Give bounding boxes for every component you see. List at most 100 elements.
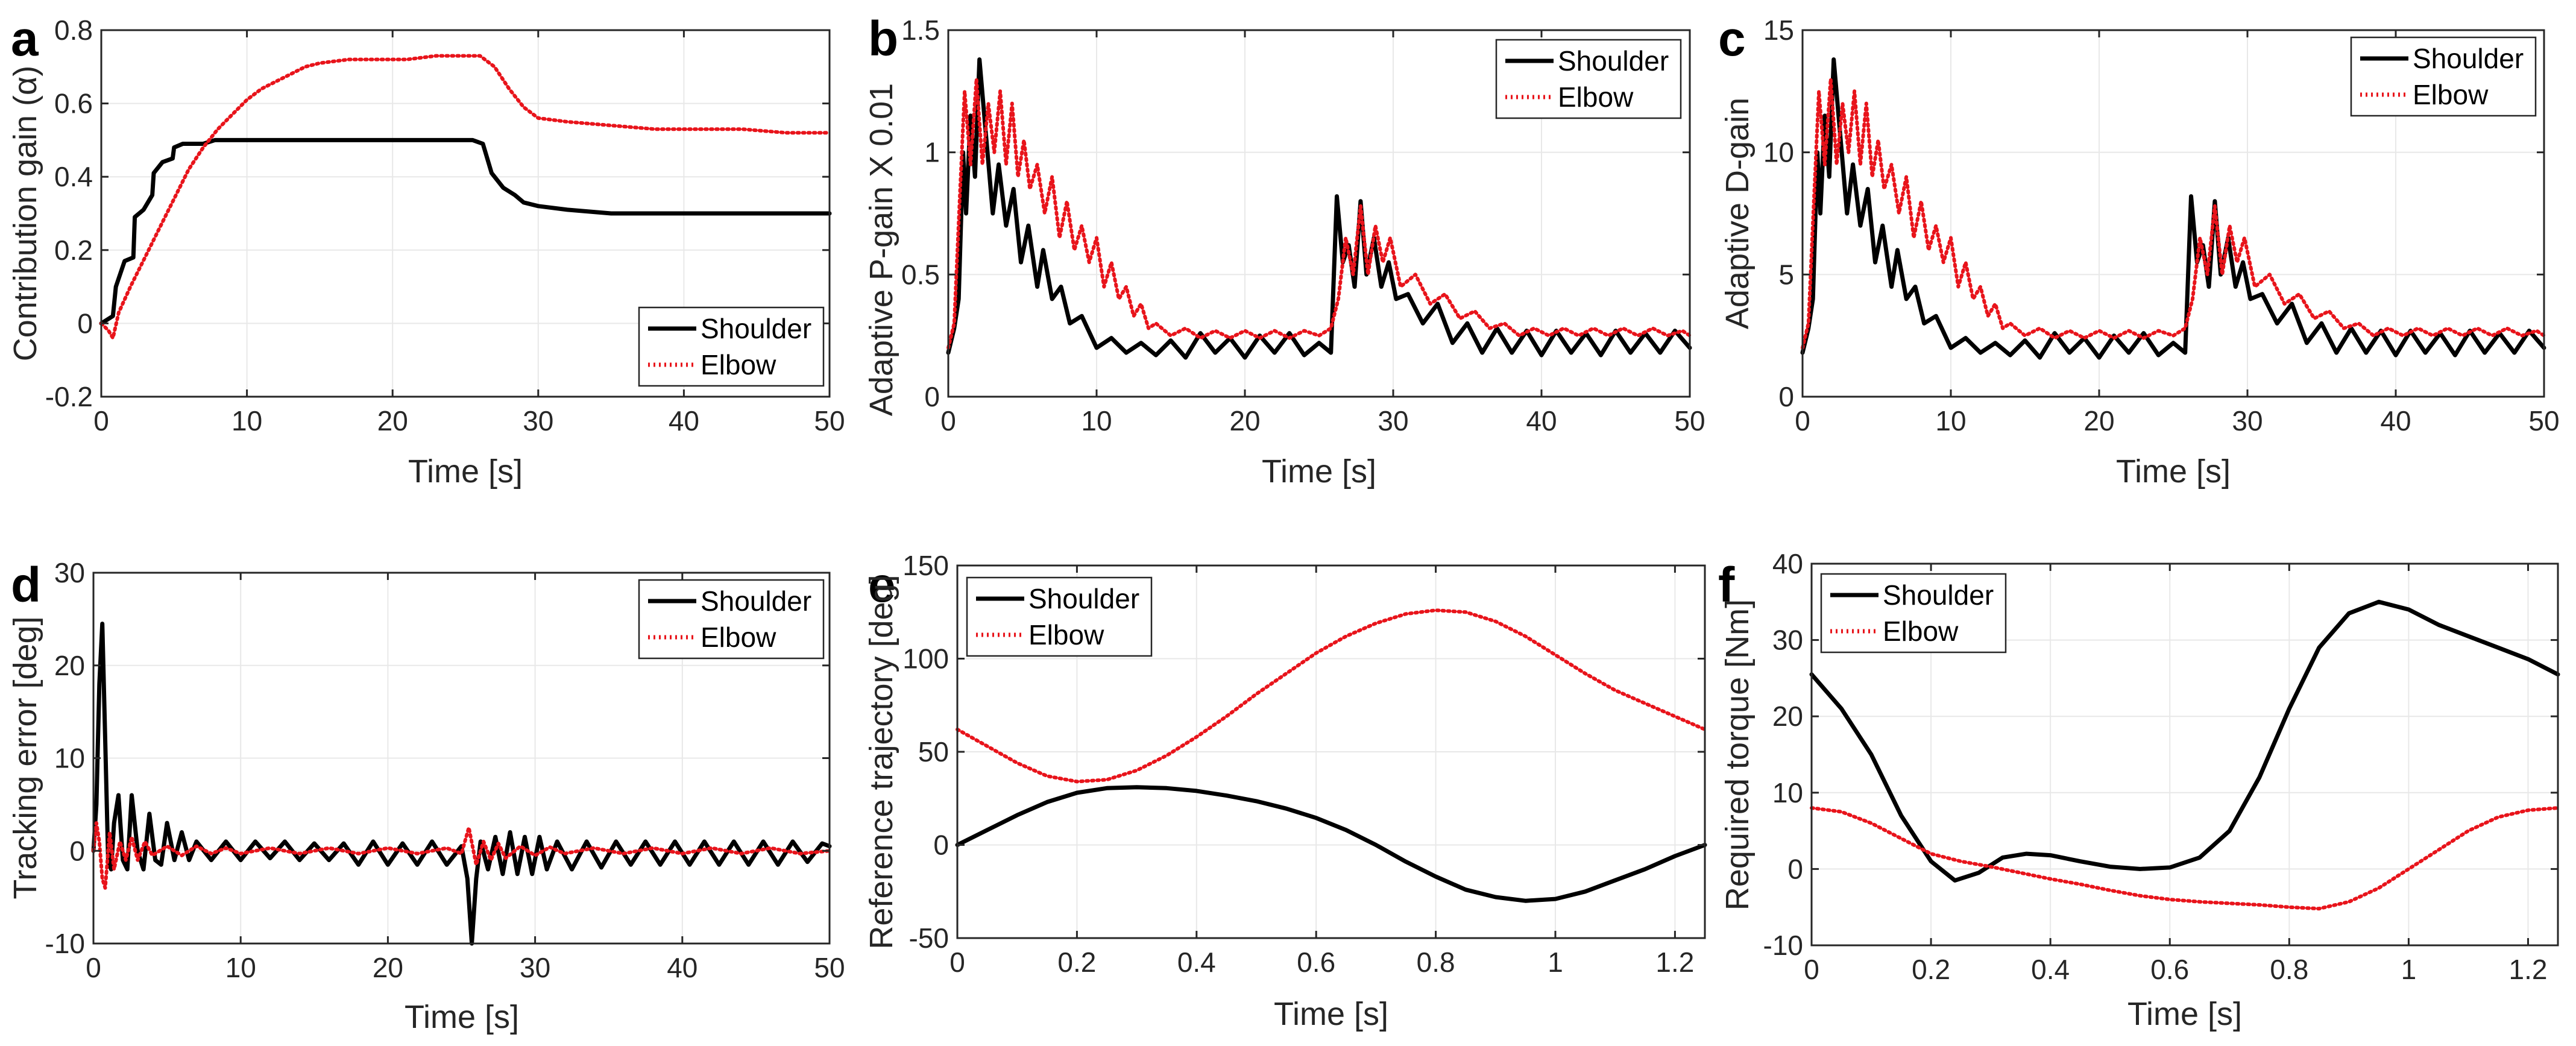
x-tick-label: 0 <box>93 405 109 436</box>
y-tick-label: 100 <box>902 643 949 675</box>
y-tick-label: 0.8 <box>54 14 93 46</box>
y-tick-label: 0 <box>933 830 949 861</box>
legend-box-f <box>1820 573 2007 654</box>
x-tick-label: 0 <box>949 947 965 978</box>
panel-letter-c: c <box>1718 11 1746 66</box>
series-line-shoulder-e <box>955 785 1707 903</box>
y-tick-label: 0.2 <box>54 235 93 266</box>
x-tick-label: 50 <box>2528 405 2559 436</box>
y-tick-label: 30 <box>1772 625 1803 656</box>
x-tick-label: 50 <box>1674 405 1705 436</box>
x-tick-label: 30 <box>1378 405 1408 436</box>
series-line-elbow-d <box>92 821 831 890</box>
x-tick-label: 0.8 <box>2270 954 2308 985</box>
legend-label-elbow-f: Elbow <box>1883 616 1959 647</box>
series-line-elbow-b <box>946 77 1692 350</box>
y-tick-label: -0.2 <box>45 381 93 412</box>
series-c <box>1800 57 2546 360</box>
xlabel-d: Time [s] <box>405 999 519 1035</box>
x-tick-label: 1.2 <box>2509 954 2548 985</box>
x-tick-label: 0.4 <box>1177 947 1216 978</box>
panel-letter-f: f <box>1718 558 1735 613</box>
legend-f: Shoulder Elbow <box>1820 573 2007 654</box>
plot-border-f <box>1810 562 2559 947</box>
y-tick-label: 0 <box>69 835 85 866</box>
ylabel-c: Adaptive D-gain <box>1719 98 1756 329</box>
x-tick-label: 0 <box>1804 954 1819 985</box>
legend-e: Shoulder Elbow <box>966 576 1153 657</box>
y-tick-label: 10 <box>1772 777 1803 808</box>
legend-box-e <box>966 576 1153 657</box>
legend-box-d <box>638 579 825 660</box>
legend-box-a <box>638 306 825 387</box>
ylabel-f: Required torque [Nm] <box>1719 599 1756 910</box>
x-tick-label: 1 <box>1548 947 1563 978</box>
y-tick-label: -10 <box>45 928 85 959</box>
x-tick-label: 0 <box>940 405 956 436</box>
x-tick-label: 10 <box>1081 405 1112 436</box>
series-line-shoulder-d <box>91 622 832 946</box>
legend-label-shoulder-a: Shoulder <box>701 313 811 344</box>
y-tick-label: 0 <box>1778 381 1794 412</box>
series-line-elbow-c <box>1801 77 2546 350</box>
y-tick-label: -10 <box>1763 930 1803 961</box>
y-tick-label: 40 <box>1772 548 1803 579</box>
x-tick-label: 30 <box>523 405 553 436</box>
x-tick-label: 0.4 <box>2031 954 2070 985</box>
x-tick-label: 0.8 <box>1417 947 1455 978</box>
legend-label-shoulder-b: Shoulder <box>1558 45 1669 77</box>
x-tick-label: 50 <box>814 405 845 436</box>
x-tick-label: 50 <box>814 952 845 983</box>
legend-c: Shoulder Elbow <box>2350 36 2537 117</box>
x-tick-label: 10 <box>231 405 262 436</box>
panel-b: b 0 10 20 30 40 50 0 0.5 1 1.5 Time [s] Adaptive … <box>863 11 1705 490</box>
x-tick-label: 40 <box>2380 405 2411 436</box>
y-tick-label: 50 <box>918 736 949 767</box>
x-tick-label: 40 <box>669 405 699 436</box>
x-tick-label: 0.6 <box>2150 954 2189 985</box>
ylabel-d: Tracking error [deg] <box>7 616 43 899</box>
x-tick-label: 0.2 <box>1912 954 1950 985</box>
x-tick-label: 40 <box>1526 405 1557 436</box>
ticks-c: 0 10 20 30 40 50 0 5 10 15 <box>1763 14 2560 436</box>
series-line-elbow-f <box>1810 806 2560 911</box>
series-a <box>99 54 832 340</box>
series-line-elbow-a <box>99 54 831 340</box>
xlabel-a: Time [s] <box>408 453 523 490</box>
legend-label-shoulder-e: Shoulder <box>1028 583 1139 614</box>
legend-box-c <box>2350 36 2537 117</box>
legend-a: Shoulder Elbow <box>638 306 825 387</box>
y-tick-label: 1 <box>924 137 940 168</box>
x-tick-label: 1.2 <box>1655 947 1694 978</box>
ylabel-a: Contribution gain (α) <box>7 66 43 361</box>
panel-letter-d: d <box>11 558 41 613</box>
panel-c: c 0 10 20 30 40 50 0 5 10 15 Time [s] Adaptive D-… <box>1718 11 2560 490</box>
plot-border-c <box>1801 29 2545 398</box>
y-tick-label: 20 <box>54 650 85 681</box>
legend-label-elbow-b: Elbow <box>1558 81 1634 113</box>
panel-letter-e: e <box>868 558 896 613</box>
x-tick-label: 30 <box>2232 405 2263 436</box>
x-tick-label: 40 <box>667 952 698 983</box>
xlabel-b: Time [s] <box>1262 453 1376 490</box>
x-tick-label: 0 <box>1795 405 1810 436</box>
y-tick-label: 20 <box>1772 701 1803 732</box>
x-tick-label: 10 <box>1935 405 1966 436</box>
legend-box-b <box>1495 39 1682 119</box>
plot-border-a <box>100 29 831 398</box>
plot-border-e <box>956 564 1706 939</box>
series-b <box>946 57 1692 360</box>
y-tick-label: 0.4 <box>54 161 93 192</box>
series-line-shoulder-a <box>99 137 832 326</box>
y-tick-label: 10 <box>54 743 85 774</box>
y-tick-label: 0 <box>1787 853 1803 884</box>
x-tick-label: 0.6 <box>1297 947 1335 978</box>
x-tick-label: 30 <box>520 952 550 983</box>
y-tick-label: 0.6 <box>54 88 93 119</box>
legend-d: Shoulder Elbow <box>638 579 825 660</box>
